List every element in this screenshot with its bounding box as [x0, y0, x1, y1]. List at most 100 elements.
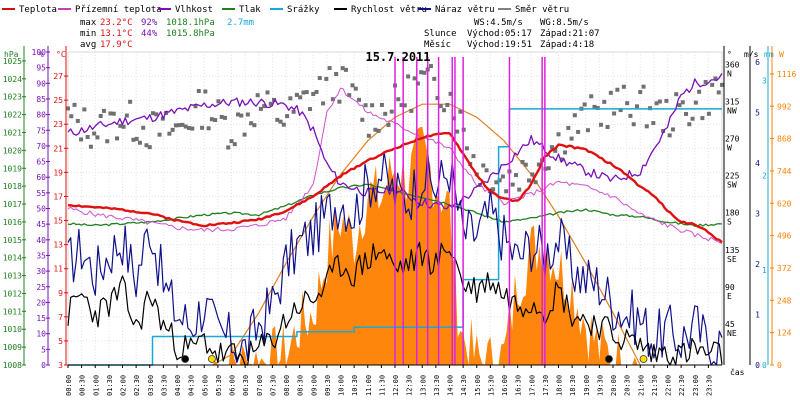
time-tick-label: 04:30 — [188, 375, 196, 396]
radiation-tick-label: 372 — [777, 264, 792, 273]
wind-direction-point — [608, 90, 613, 95]
pressure-tick-label: 1023 — [3, 93, 22, 102]
wind-direction-point — [376, 128, 381, 133]
wind-tick-label: 4 — [755, 159, 760, 168]
wind-direction-point — [350, 83, 355, 88]
wind-direction-point — [530, 172, 535, 177]
time-tick-label: 11:30 — [378, 375, 386, 396]
pressure-tick-label: 1015 — [3, 236, 22, 245]
temperature-tick-label: 13 — [53, 241, 63, 250]
wind-direction-point — [183, 124, 188, 129]
time-tick-label: 05:30 — [215, 375, 223, 396]
time-tick-label: 15:00 — [474, 375, 482, 396]
wind-direction-point — [245, 112, 250, 117]
humidity-tick-label: 10 — [36, 330, 46, 339]
time-tick-label: 19:30 — [596, 375, 604, 396]
wind-direction-point — [576, 129, 581, 134]
wind-direction-point — [281, 122, 286, 127]
wind-direction-point — [553, 148, 558, 153]
stat-min-temp: 13.1°C — [100, 29, 133, 39]
pressure-tick-label: 1014 — [3, 254, 22, 263]
wind-direction-point — [680, 100, 685, 105]
wind-direction-point — [304, 90, 309, 95]
pressure-tick-label: 1018 — [3, 182, 22, 191]
temperature-tick-label: 11 — [53, 265, 63, 274]
wind-direction-point — [324, 76, 329, 81]
sun-label: Slunce — [424, 29, 457, 39]
wind-direction-point — [249, 121, 254, 126]
wind-direction-point — [693, 100, 698, 105]
humidity-tick-label: 75 — [36, 126, 46, 135]
wind-direction-point — [399, 103, 404, 108]
wind-direction-point — [677, 103, 682, 108]
temperature-tick-label: 9 — [58, 289, 63, 298]
wind-direction-point — [66, 106, 70, 111]
radiation-tick-label: 496 — [777, 232, 792, 241]
humidity-tick-label: 70 — [36, 142, 46, 151]
wind-direction-point — [85, 134, 90, 139]
wind-direction-point — [134, 136, 139, 141]
wind-direction-point — [101, 108, 106, 113]
sunset-text: Západ:21:07 — [540, 29, 600, 39]
time-tick-label: 18:00 — [556, 375, 564, 396]
wind-direction-point — [628, 113, 633, 118]
temperature-tick-label: 25 — [53, 96, 63, 105]
time-tick-label: 17:30 — [542, 375, 550, 396]
legend-label: Srážky — [287, 5, 320, 15]
wind-direction-point — [402, 103, 407, 108]
time-tick-label: 07:30 — [269, 375, 277, 396]
wind-direction-point — [108, 111, 113, 116]
wind-direction-point — [307, 107, 312, 112]
wind-direction-point — [621, 84, 626, 89]
wind-direction-point — [654, 101, 659, 106]
wind-direction-point — [625, 101, 630, 106]
wind-direction-point — [252, 123, 257, 128]
time-tick-label: 03:00 — [147, 375, 155, 396]
wind-direction-point — [494, 180, 499, 185]
direction-tick-label: NE — [727, 329, 737, 338]
legend: Teplota Přízemní teplota Vlhkost Tlak Srážky… — [2, 5, 569, 15]
wind-direction-point — [533, 180, 538, 185]
wind-direction-point — [415, 81, 420, 86]
time-tick-label: 01:00 — [92, 375, 100, 396]
wind-direction-point — [670, 127, 675, 132]
pressure-tick-label: 1011 — [3, 307, 22, 316]
wind-tick-label: 6 — [755, 58, 760, 67]
wind-direction-point — [75, 118, 80, 123]
theoretical-radiation-curve — [212, 103, 641, 366]
wind-direction-point — [337, 99, 342, 104]
humidity-tick-label: 20 — [36, 298, 46, 307]
wind-unit: m/s — [744, 50, 759, 59]
time-tick-label: 21:30 — [651, 375, 659, 396]
wind-direction-point — [222, 115, 227, 120]
time-tick-label: 06:00 — [229, 375, 237, 396]
wind-direction-point — [317, 76, 322, 81]
moonrise-marker — [605, 355, 613, 363]
radiation-tick-label: 1116 — [777, 70, 796, 79]
wind-direction-point — [147, 145, 152, 150]
wind-direction-point — [559, 157, 564, 162]
wind-direction-point — [128, 99, 133, 104]
time-tick-label: 02:30 — [133, 375, 141, 396]
humidity-tick-label: 55 — [36, 189, 46, 198]
time-tick-label: 00:00 — [65, 375, 73, 396]
humidity-tick-label: 30 — [36, 267, 46, 276]
radiation-tick-label: 992 — [777, 102, 792, 111]
humidity-unit: % — [39, 50, 44, 59]
wind-direction-point — [716, 90, 721, 95]
wind-direction-point — [615, 87, 620, 92]
wind-direction-point — [124, 113, 129, 118]
time-axis-label: čas — [730, 367, 745, 377]
time-tick-label: 07:00 — [256, 375, 264, 396]
direction-tick-degrees: 315 — [725, 98, 740, 107]
temperature-tick-label: 5 — [58, 337, 63, 346]
wind-direction-point — [236, 112, 241, 117]
radiation-tick-label: 868 — [777, 135, 792, 144]
pressure-tick-label: 1008 — [3, 361, 22, 370]
wind-direction-point — [272, 97, 277, 102]
wind-direction-point — [340, 66, 345, 71]
wind-direction-point — [546, 166, 551, 171]
wind-direction-point — [232, 142, 237, 147]
wind-direction-point — [291, 109, 296, 114]
wind-direction-point — [379, 102, 384, 107]
